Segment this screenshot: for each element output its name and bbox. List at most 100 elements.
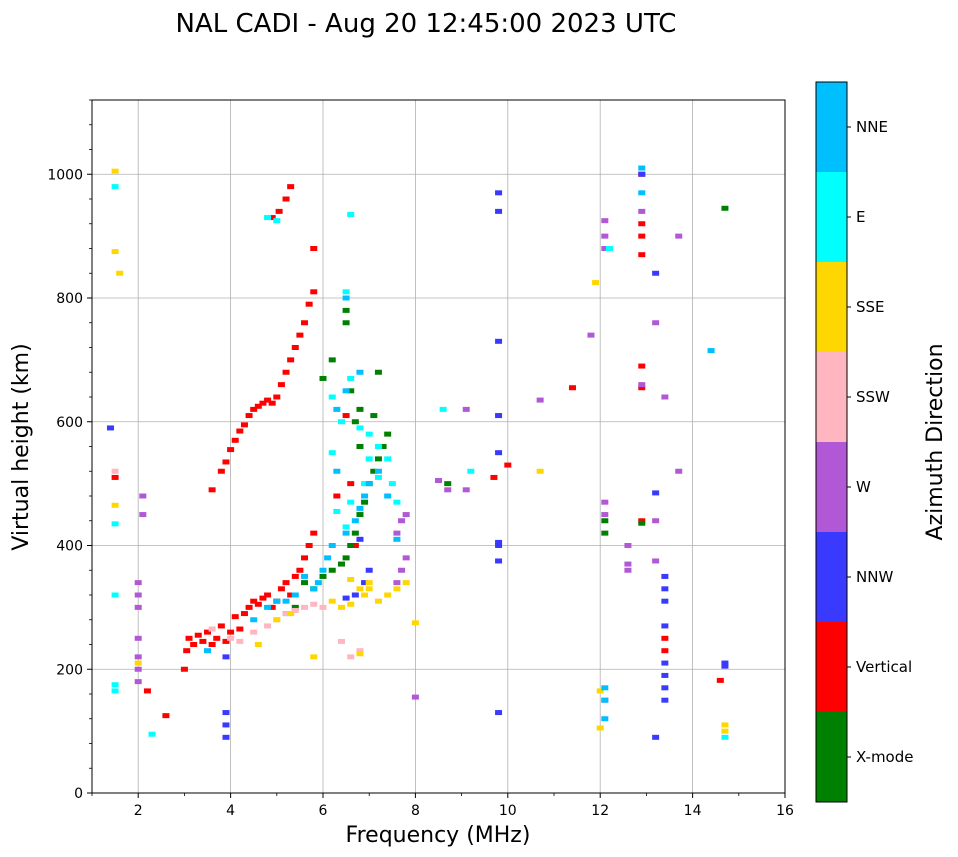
echo-point	[652, 270, 660, 276]
echo-point	[245, 604, 253, 610]
echo-point	[347, 388, 355, 394]
echo-point	[365, 481, 373, 487]
echo-point	[342, 524, 350, 530]
echo-point	[310, 289, 318, 295]
echo-point	[716, 677, 724, 683]
echo-point	[111, 468, 119, 474]
echo-point	[605, 246, 613, 251]
echo-point	[236, 626, 244, 632]
x-tick-label: 14	[684, 803, 702, 819]
echo-point	[495, 539, 503, 545]
echo-point	[183, 648, 191, 654]
echo-point	[208, 487, 216, 493]
echo-point	[601, 246, 609, 251]
echo-point	[222, 638, 230, 644]
echo-point	[351, 419, 359, 425]
echo-point	[310, 654, 318, 660]
echo-point	[624, 567, 632, 573]
echo-point	[204, 629, 211, 635]
y-tick-label: 1000	[47, 167, 83, 183]
colorbar-label: SSE	[856, 298, 885, 316]
echo-point	[139, 493, 147, 499]
echo-point	[111, 521, 119, 527]
echo-point	[333, 406, 341, 412]
echo-point	[411, 694, 419, 700]
echo-point	[342, 530, 350, 536]
x-axis-ticks: 2 4 6 8 10 12 14 16	[91, 793, 794, 819]
echo-point	[319, 567, 327, 573]
echo-point	[638, 382, 646, 388]
echo-point	[342, 320, 350, 326]
echo-point	[111, 249, 119, 255]
colorbar-segment	[816, 442, 847, 532]
echo-point	[652, 734, 660, 740]
echo-point	[250, 406, 258, 412]
echo-point	[134, 666, 142, 672]
echo-point	[324, 555, 332, 561]
echo-point	[282, 598, 290, 604]
echo-point	[596, 725, 604, 731]
echo-point	[111, 184, 119, 190]
colorbar-label: SSW	[856, 388, 890, 406]
echo-point	[222, 654, 230, 660]
echo-point	[328, 394, 336, 400]
echo-point	[398, 518, 406, 524]
echo-point	[638, 190, 646, 196]
echo-point	[282, 580, 290, 586]
echo-point	[351, 543, 359, 548]
echo-point	[374, 444, 382, 449]
echo-point	[116, 270, 124, 276]
colorbar-label: NNE	[856, 118, 888, 136]
echo-point	[185, 635, 193, 641]
echo-point	[227, 447, 235, 453]
y-tick-label: 0	[74, 786, 83, 802]
echo-point	[305, 301, 313, 307]
echo-point	[365, 456, 373, 462]
colorbar-title: Azimuth Direction	[923, 343, 948, 540]
echo-point	[287, 611, 295, 617]
colorbar-frame	[815, 81, 848, 803]
echo-point	[264, 215, 272, 221]
echo-point	[356, 651, 364, 657]
echo-point	[402, 580, 410, 586]
echo-point	[259, 595, 267, 601]
echo-point	[587, 332, 595, 338]
echo-point	[333, 508, 341, 514]
x-tick-label: 8	[411, 803, 420, 819]
echo-point	[337, 604, 345, 610]
echo-point	[347, 499, 355, 505]
x-tick-label: 10	[499, 803, 517, 819]
echo-point	[194, 632, 202, 638]
echo-point	[379, 444, 387, 449]
echo-point	[268, 604, 276, 610]
echo-point	[361, 493, 369, 499]
echo-point	[139, 512, 147, 518]
echo-point	[296, 567, 304, 573]
x-tick-label: 12	[591, 803, 609, 819]
colorbar-segment	[816, 622, 847, 712]
echo-point	[254, 642, 262, 647]
echo-point	[638, 165, 646, 171]
colorbar-label: X-mode	[856, 748, 913, 766]
echo-point	[287, 592, 295, 598]
echo-point	[365, 567, 373, 573]
echo-point	[374, 369, 382, 375]
echo-point	[675, 468, 683, 474]
echo-point	[342, 413, 350, 419]
echo-point	[254, 601, 262, 607]
echo-point	[291, 604, 299, 610]
echo-point	[356, 505, 364, 511]
echo-point	[342, 295, 350, 301]
echo-point	[536, 468, 544, 474]
echo-point	[365, 586, 373, 592]
echo-point	[143, 688, 151, 694]
echo-point	[291, 345, 299, 350]
echo-point	[601, 716, 609, 722]
echo-point	[661, 573, 669, 579]
y-axis-ticks: 0 200 400 600 800 1000	[47, 99, 92, 802]
echo-point	[356, 425, 364, 431]
echo-point	[707, 348, 715, 354]
echo-point	[342, 555, 350, 561]
echo-point	[444, 487, 452, 493]
colorbar-label: Vertical	[856, 658, 912, 676]
